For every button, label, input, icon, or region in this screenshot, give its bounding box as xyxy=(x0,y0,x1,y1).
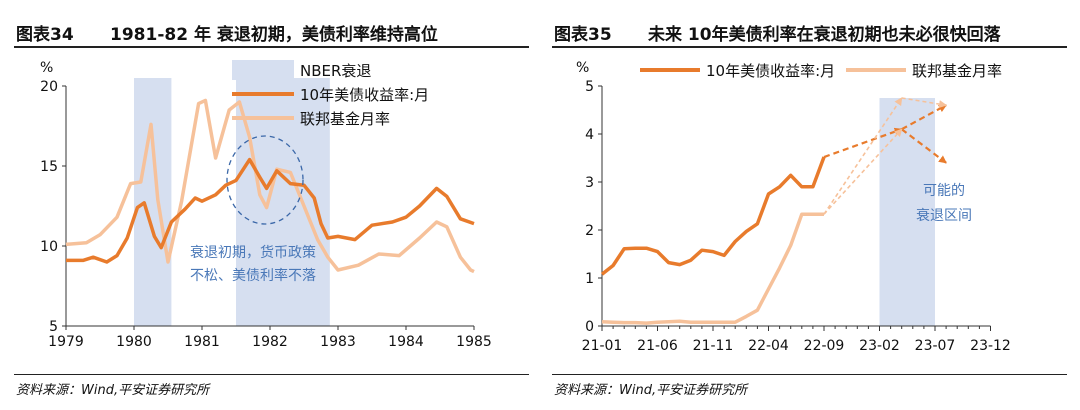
y-axis-unit: % xyxy=(40,60,53,76)
annotation-line-2: 衰退区间 xyxy=(916,207,972,224)
legend-swatch-nber xyxy=(232,60,294,80)
annotation-line-2: 不松、美债利率不落 xyxy=(190,267,316,284)
x-tick-label: 23-07 xyxy=(915,338,956,354)
x-tick-label: 22-09 xyxy=(804,338,845,354)
annotation-line-1: 可能的 xyxy=(923,183,965,199)
x-tick-label: 1984 xyxy=(388,334,424,350)
x-tick-label: 21-06 xyxy=(637,338,678,354)
possible-recession-band xyxy=(879,98,935,326)
legend-label-fed: 联邦基金月率 xyxy=(912,62,1002,80)
x-tick-label: 1980 xyxy=(116,334,152,350)
annotation-line-1: 衰退初期，货币政策 xyxy=(190,244,316,261)
x-tick-label: 23-02 xyxy=(859,338,900,354)
y-tick-label: 20 xyxy=(40,79,58,95)
y-axis-unit: % xyxy=(576,60,589,76)
projection-arrow-fed xyxy=(823,128,903,215)
y-tick-label: 3 xyxy=(585,175,594,191)
legend-label-fed: 联邦基金月率 xyxy=(300,110,390,128)
y-tick-label: 2 xyxy=(585,223,594,239)
series-line-fed-funds xyxy=(601,212,824,325)
y-tick-label: 5 xyxy=(585,79,594,95)
line-chart-2021-23: % 5 4 3 2 1 0 21-01 21-06 21-11 22-04 22-09 23-02 23-… xyxy=(576,60,1011,354)
y-tick-label: 0 xyxy=(585,319,594,335)
legend-label-treasury: 10年美债收益率:月 xyxy=(300,86,429,104)
y-tick-label: 1 xyxy=(585,271,594,287)
y-tick-label: 10 xyxy=(40,239,58,255)
projection-arrow-fed xyxy=(823,97,903,215)
chart-title-bar: 图表35 未来 10年美债利率在衰退初期也未必很快回落 xyxy=(552,18,1067,48)
x-tick-label: 1982 xyxy=(252,334,288,350)
chart-title: 未来 10年美债利率在衰退初期也未必很快回落 xyxy=(648,25,1001,45)
figure-number: 图表35 xyxy=(554,25,612,45)
projection-arrow-treasury xyxy=(901,104,947,131)
x-tick-label: 21-01 xyxy=(582,338,623,354)
source-note: 资料来源：Wind,平安证券研究所 xyxy=(16,383,210,398)
x-tick-label: 1985 xyxy=(456,334,492,350)
y-tick-label: 4 xyxy=(585,127,594,143)
x-tick-label: 1983 xyxy=(320,334,356,350)
figure-number: 图表34 xyxy=(16,25,74,45)
x-tick-label: 21-11 xyxy=(693,338,734,354)
chart-title-bar: 图表34 1981-82 年 衰退初期，美债利率维持高位 xyxy=(14,18,529,48)
source-note: 资料来源：Wind,平安证券研究所 xyxy=(554,383,748,398)
chart-panel-34: 图表34 1981-82 年 衰退初期，美债利率维持高位 % 20 15 10 5 197… xyxy=(14,0,529,410)
projection-arrow-treasury xyxy=(823,127,903,159)
source-note-bar: 资料来源：Wind,平安证券研究所 xyxy=(552,374,1067,401)
series-line-treasury-10y xyxy=(600,156,826,276)
recession-band-1 xyxy=(134,78,172,326)
x-tick-label: 1979 xyxy=(48,334,84,350)
x-tick-label: 1981 xyxy=(184,334,220,350)
legend-label-treasury: 10年美债收益率:月 xyxy=(706,62,835,80)
highlight-circle xyxy=(226,135,304,225)
series-line-treasury-10y xyxy=(66,157,475,264)
legend-label-nber: NBER衰退 xyxy=(300,62,371,80)
source-note-bar: 资料来源：Wind,平安证券研究所 xyxy=(14,374,529,401)
y-tick-label: 5 xyxy=(49,319,58,335)
chart-panel-35: 图表35 未来 10年美债利率在衰退初期也未必很快回落 % 5 4 3 2 1 0 21-01… xyxy=(552,0,1067,410)
x-tick-label: 23-12 xyxy=(970,338,1011,354)
series-line-fed-funds xyxy=(65,98,475,274)
projection-arrow-fed xyxy=(901,97,948,109)
x-tick-label: 22-04 xyxy=(748,338,789,354)
chart-title: 1981-82 年 衰退初期，美债利率维持高位 xyxy=(110,25,438,45)
y-tick-label: 15 xyxy=(40,159,58,175)
